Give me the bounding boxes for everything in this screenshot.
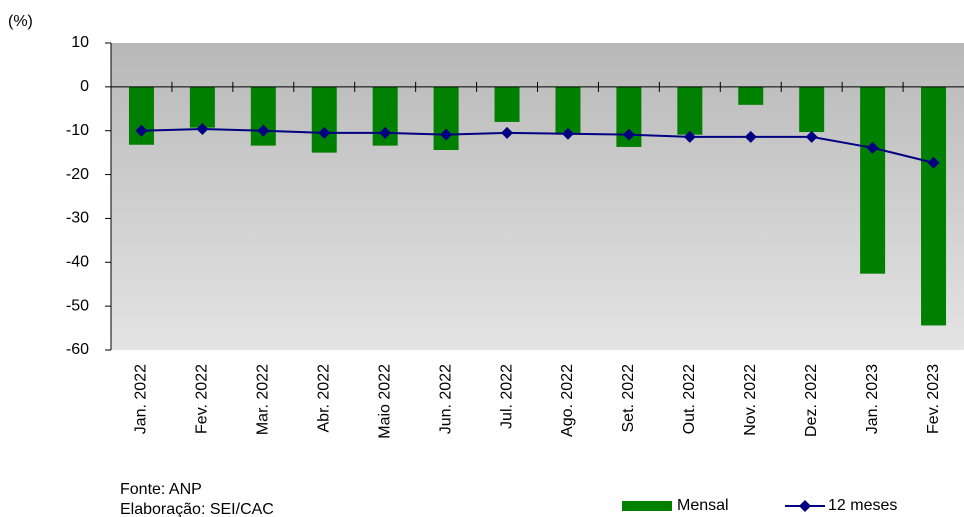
x-tick-label: Fev. 2023 (925, 364, 942, 434)
credit: Elaboração: SEI/CAC (120, 501, 274, 517)
line-marker (257, 124, 270, 137)
y-tick-label: -40 (66, 254, 89, 271)
bar (311, 86, 337, 153)
y-unit: (%) (8, 13, 33, 30)
bar (189, 86, 215, 128)
y-tick-label: -60 (66, 341, 89, 358)
line-marker (440, 128, 453, 141)
bar (677, 86, 703, 135)
line-marker (927, 156, 940, 169)
x-tick-label: Jul. 2022 (498, 364, 515, 429)
y-tick-label: 10 (71, 34, 89, 51)
bar (250, 86, 276, 146)
x-tick-label: Set. 2022 (620, 364, 637, 433)
x-tick-label: Jan. 2022 (133, 364, 150, 434)
line-marker (379, 126, 392, 139)
bar (738, 86, 764, 105)
source: Fonte: ANP (120, 481, 202, 498)
line-marker (318, 126, 331, 139)
x-tick-label: Fev. 2022 (194, 364, 211, 434)
x-tick-label: Mar. 2022 (255, 364, 272, 435)
bar (860, 86, 886, 274)
x-tick-label: Abr. 2022 (315, 364, 332, 433)
x-tick-label: Jun. 2022 (437, 364, 454, 434)
legend-marker (799, 500, 811, 512)
x-tick-label: Ago. 2022 (559, 364, 576, 437)
legend-label: 12 meses (828, 497, 897, 514)
x-tick-label: Jan. 2023 (864, 364, 881, 434)
bar (921, 86, 947, 326)
x-tick-label: Maio 2022 (376, 364, 393, 439)
bar (494, 86, 520, 122)
line (141, 127, 934, 164)
y-tick-label: -30 (66, 210, 89, 227)
line-marker (561, 127, 574, 140)
y-tick-label: -50 (66, 297, 89, 314)
line-marker (501, 126, 514, 139)
x-tick-label: Out. 2022 (681, 364, 698, 434)
y-tick-label: 0 (80, 78, 89, 95)
y-tick-label: -20 (66, 166, 89, 183)
bar (555, 86, 581, 135)
legend-label: Mensal (677, 497, 729, 514)
line-marker (196, 122, 209, 135)
line-marker (683, 130, 696, 143)
y-tick-label: -10 (66, 122, 89, 139)
line-marker (744, 130, 757, 143)
line-marker (622, 128, 635, 141)
legend-swatch (622, 501, 672, 511)
bar (799, 86, 825, 133)
x-tick-label: Dez. 2022 (803, 364, 820, 437)
line-marker (866, 141, 879, 154)
line-marker (805, 130, 818, 143)
x-tick-label: Nov. 2022 (742, 364, 759, 436)
line-marker (135, 124, 148, 137)
